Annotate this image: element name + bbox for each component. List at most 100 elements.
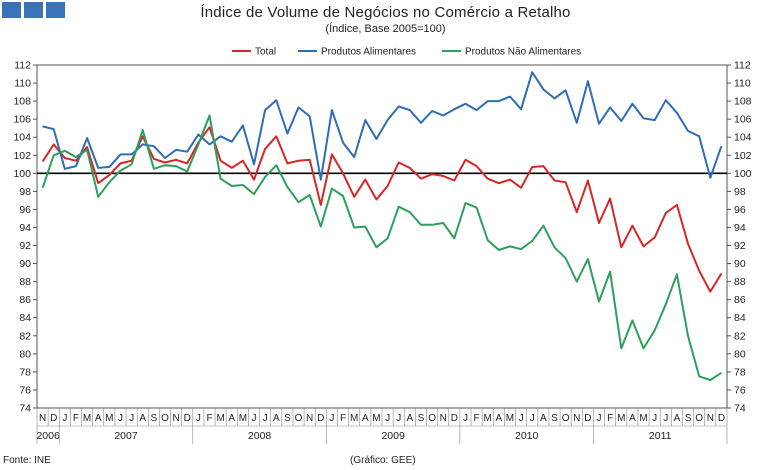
year-label: 2010 [515,430,539,442]
x-tick-label: A [540,413,547,424]
series-line-3 [41,114,722,381]
chart-subtitle: (Índice, Base 2005=100) [325,23,446,35]
series-line-2 [42,71,723,181]
y-tick-label-right: 102 [734,150,752,162]
y-tick-label-left: 78 [19,366,31,378]
x-tick-label: J [252,413,257,424]
x-tick-label: O [161,413,169,424]
x-tick-label: M [239,413,247,424]
x-tick-label: D [584,413,591,424]
y-tick-label-right: 88 [734,276,746,288]
x-tick-label: D [451,413,458,424]
x-tick-label: N [707,413,714,424]
x-tick-label: M [350,413,358,424]
y-tick-label-right: 104 [734,132,752,144]
y-tick-label-right: 80 [734,348,746,360]
x-tick-label: A [496,413,503,424]
x-tick-label: A [228,413,235,424]
credit-note: (Gráfico: GEE) [350,455,416,466]
x-tick-label: M [506,413,514,424]
year-label: 2006 [36,430,60,442]
year-label: 2009 [381,430,405,442]
x-tick-label: O [295,413,303,424]
y-tick-label-left: 100 [13,168,31,180]
x-tick-label: S [685,413,692,424]
y-tick-label-left: 88 [19,276,31,288]
x-tick-label: S [551,413,558,424]
x-tick-label: F [340,413,346,424]
x-tick-label: J [597,413,602,424]
x-tick-label: O [562,413,570,424]
chart-title: Índice de Volume de Negócios no Comércio… [200,4,571,21]
x-tick-label: M [372,413,380,424]
y-tick-label-left: 110 [14,78,31,90]
x-tick-label: M [216,413,224,424]
x-tick-label: S [284,413,291,424]
x-tick-label: J [463,413,468,424]
x-tick-label: J [385,413,390,424]
x-tick-label: M [617,413,625,424]
y-tick-label-left: 106 [13,114,31,126]
y-tick-label-right: 76 [734,384,746,396]
x-tick-label: J [329,413,334,424]
x-tick-label: J [129,413,134,424]
x-tick-label: D [317,413,324,424]
y-tick-label-right: 106 [734,114,752,126]
y-tick-label-right: 74 [734,403,746,415]
y-tick-label-right: 82 [734,330,746,342]
y-tick-label-left: 112 [14,60,31,72]
y-tick-label-right: 98 [734,186,746,198]
x-tick-label: J [652,413,657,424]
x-tick-label: N [306,413,313,424]
y-tick-label-right: 90 [734,258,746,270]
x-tick-label: A [362,413,369,424]
x-tick-label: A [95,413,102,424]
y-tick-label-right: 96 [734,204,746,216]
x-tick-label: F [73,413,79,424]
y-tick-label-right: 110 [734,78,751,90]
year-label: 2008 [248,430,272,442]
y-tick-label-right: 92 [734,240,746,252]
y-tick-label-right: 94 [734,222,746,234]
y-tick-label-left: 98 [19,186,31,198]
y-tick-label-left: 102 [13,150,31,162]
y-tick-label-left: 104 [13,132,31,144]
x-tick-label: J [663,413,668,424]
x-tick-label: M [83,413,91,424]
x-tick-label: F [607,413,613,424]
y-tick-label-right: 84 [734,312,746,324]
legend-label: Total [255,47,276,58]
x-tick-label: J [530,413,535,424]
x-tick-label: F [474,413,480,424]
x-tick-label: M [484,413,492,424]
x-tick-label: J [519,413,524,424]
x-tick-label: J [196,413,201,424]
x-tick-label: J [263,413,268,424]
x-tick-label: F [206,413,212,424]
x-tick-label: O [695,413,703,424]
y-tick-label-right: 78 [734,366,746,378]
x-tick-label: N [573,413,580,424]
y-tick-label-left: 82 [19,330,31,342]
y-tick-label-right: 108 [734,96,752,108]
logo [2,2,65,18]
x-tick-label: N [172,413,179,424]
source-note: Fonte: INE [3,455,51,466]
x-tick-label: D [184,413,191,424]
x-tick-label: A [674,413,681,424]
y-tick-label-left: 86 [19,294,31,306]
y-tick-label-right: 112 [734,60,751,72]
x-tick-label: A [139,413,146,424]
legend-label: Produtos Não Alimentares [465,47,581,58]
x-tick-label: M [105,413,113,424]
x-tick-label: J [62,413,67,424]
series-line-1 [41,126,723,293]
y-tick-label-left: 94 [19,222,31,234]
x-tick-label: S [151,413,158,424]
x-tick-label: N [39,413,46,424]
y-tick-label-left: 80 [19,348,31,360]
x-tick-label: S [418,413,425,424]
y-tick-label-left: 76 [19,384,31,396]
x-tick-label: A [406,413,413,424]
